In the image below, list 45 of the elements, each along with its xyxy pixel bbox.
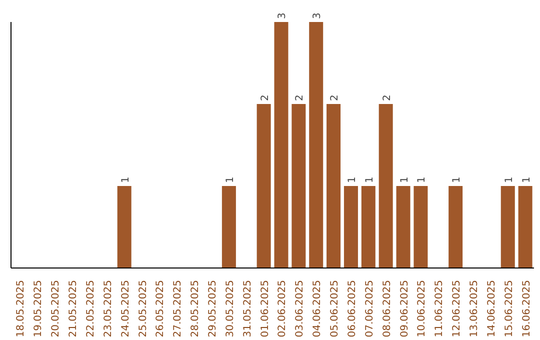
- x-tick-label: 21.05.2025: [68, 280, 80, 338]
- data-label: 1: [120, 176, 132, 183]
- x-tick-label: 03.06.2025: [294, 280, 306, 338]
- data-label: 2: [382, 94, 393, 101]
- data-label: 2: [260, 94, 271, 101]
- x-tick-label: 25.05.2025: [138, 280, 149, 338]
- x-tick-label: 29.05.2025: [207, 280, 218, 338]
- data-label: 1: [399, 176, 410, 183]
- x-tick-label: 23.05.2025: [102, 280, 114, 338]
- x-tick-label: 11.06.2025: [434, 280, 446, 338]
- x-tick-label: 26.05.2025: [155, 280, 166, 338]
- x-tick-label: 31.05.2025: [242, 280, 254, 338]
- x-tick-label: 15.06.2025: [504, 280, 515, 338]
- x-tick-label: 20.05.2025: [50, 280, 62, 338]
- x-tick-label: 16.06.2025: [521, 280, 532, 338]
- x-tick-label: 24.05.2025: [120, 280, 132, 338]
- data-label: 1: [224, 176, 236, 183]
- x-tick-label: 19.05.2025: [33, 280, 44, 338]
- data-label: 3: [312, 12, 324, 19]
- x-tick-label: 06.06.2025: [346, 280, 358, 338]
- x-tick-label: 01.06.2025: [260, 280, 271, 338]
- x-tick-label: 12.06.2025: [452, 280, 463, 338]
- x-tick-label: 05.06.2025: [330, 280, 341, 338]
- x-tick-label: 28.05.2025: [190, 280, 202, 338]
- x-tick-label: 09.06.2025: [399, 280, 410, 338]
- x-tick-label: 30.05.2025: [224, 280, 236, 338]
- data-label: 2: [330, 94, 341, 101]
- data-label: 1: [346, 176, 358, 183]
- x-tick-label: 27.05.2025: [172, 280, 184, 338]
- x-tick-label: 18.05.2025: [16, 280, 27, 338]
- x-tick-label: 04.06.2025: [312, 280, 324, 338]
- x-tick-label: 08.06.2025: [382, 280, 393, 338]
- data-label: 2: [294, 94, 306, 101]
- x-tick-label: 22.05.2025: [85, 280, 96, 338]
- x-tick-label: 07.06.2025: [364, 280, 376, 338]
- data-label: 1: [364, 176, 376, 183]
- data-label: 1: [416, 176, 428, 183]
- data-label: 1: [521, 176, 532, 183]
- data-label: 1: [504, 176, 515, 183]
- x-tick-label: 14.06.2025: [486, 280, 498, 338]
- data-label: 3: [277, 12, 288, 19]
- x-tick-label: 02.06.2025: [277, 280, 288, 338]
- x-tick-label: 13.06.2025: [468, 280, 480, 338]
- x-tick-label: 10.06.2025: [416, 280, 428, 338]
- data-label: 1: [452, 176, 463, 183]
